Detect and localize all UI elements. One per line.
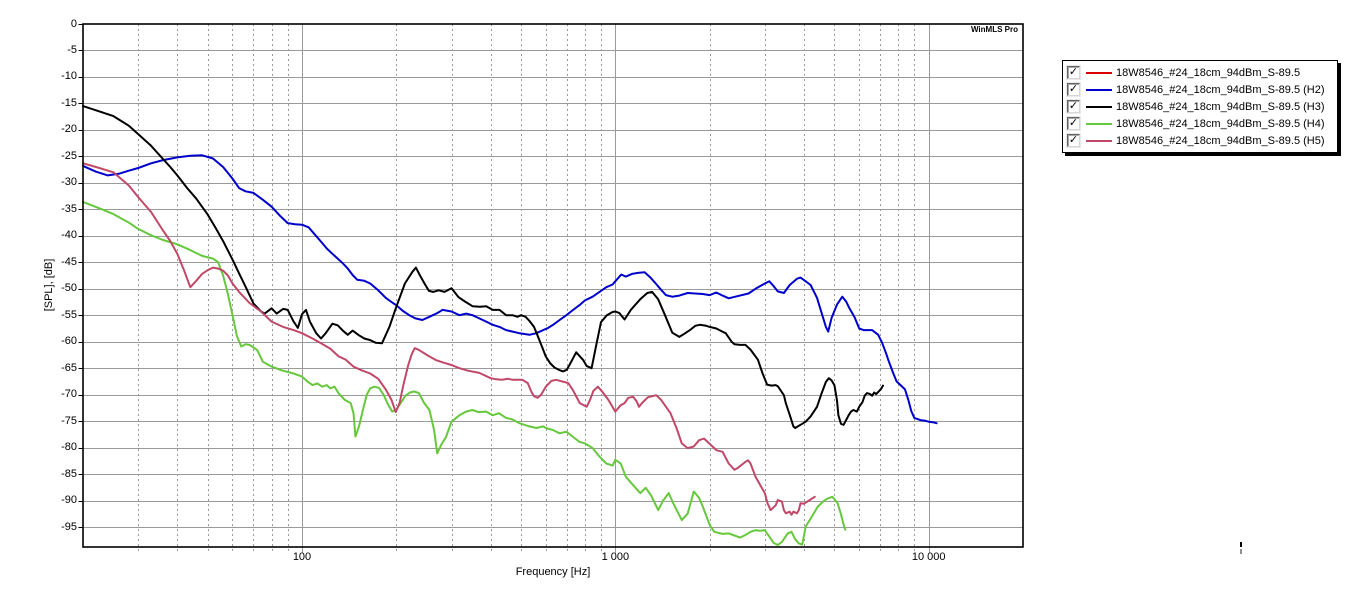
legend-checkbox-1[interactable]: ✓ xyxy=(1067,83,1080,96)
legend-color-line-2 xyxy=(1086,105,1112,108)
y-tick-label: -70 xyxy=(61,388,77,401)
spl-plot-area xyxy=(78,23,1024,553)
plot-border xyxy=(82,23,1024,548)
legend-label-3: 18W8546_#24_18cm_94dBm_S-89.5 (H4) xyxy=(1116,117,1325,130)
y-tick-label: -85 xyxy=(61,467,77,480)
y-tick-label: 0 xyxy=(70,17,77,30)
y-tick-label: -90 xyxy=(61,494,77,507)
x-tick-label: 10 000 xyxy=(911,551,946,563)
grid-lines xyxy=(83,24,1023,553)
x-axis-title: Frequency [Hz] xyxy=(515,566,591,578)
y-tick-label: -10 xyxy=(61,70,77,83)
legend-color-line-1 xyxy=(1086,88,1112,91)
curve-4 xyxy=(82,162,816,516)
y-tick-label: -15 xyxy=(61,96,77,109)
y-tick-label: -55 xyxy=(61,308,77,321)
x-tick-label: 100 xyxy=(292,551,312,563)
y-tick-label: -25 xyxy=(61,149,77,162)
legend-checkbox-4[interactable]: ✓ xyxy=(1067,134,1080,147)
y-tick-label: -50 xyxy=(61,282,77,295)
legend-label-0: 18W8546_#24_18cm_94dBm_S-89.5 xyxy=(1116,66,1301,79)
curve-1 xyxy=(82,154,938,425)
legend-row-0: ✓ 18W8546_#24_18cm_94dBm_S-89.5 xyxy=(1067,64,1333,81)
y-tick-label: -5 xyxy=(67,43,77,56)
legend-checkbox-0[interactable]: ✓ xyxy=(1067,66,1080,79)
legend-checkbox-2[interactable]: ✓ xyxy=(1067,100,1080,113)
legend-label-1: 18W8546_#24_18cm_94dBm_S-89.5 (H2) xyxy=(1116,83,1325,96)
resize-artifact-dark xyxy=(1240,542,1242,547)
y-tick-label: -95 xyxy=(61,520,77,533)
legend-color-line-0 xyxy=(1086,71,1112,74)
y-tick-label: -60 xyxy=(61,335,77,348)
legend-color-line-4 xyxy=(1086,139,1112,142)
legend-row-4: ✓ 18W8546_#24_18cm_94dBm_S-89.5 (H5) xyxy=(1067,132,1333,149)
legend-checkbox-3[interactable]: ✓ xyxy=(1067,117,1080,130)
y-tick-label: -20 xyxy=(61,123,77,136)
y-tick-label: -65 xyxy=(61,361,77,374)
y-axis-title: [SPL], [dB] xyxy=(43,258,55,312)
legend-label-2: 18W8546_#24_18cm_94dBm_S-89.5 (H3) xyxy=(1116,100,1325,113)
axis-ticks xyxy=(78,24,83,528)
curve-3 xyxy=(82,200,847,546)
winmls-pro-watermark: WinMLS Pro xyxy=(970,25,1018,34)
legend-row-1: ✓ 18W8546_#24_18cm_94dBm_S-89.5 (H2) xyxy=(1067,81,1333,98)
x-tick-label: 1 000 xyxy=(601,551,630,563)
legend-row-2: ✓ 18W8546_#24_18cm_94dBm_S-89.5 (H3) xyxy=(1067,98,1333,115)
y-tick-label: -35 xyxy=(61,202,77,215)
y-tick-label: -40 xyxy=(61,229,77,242)
resize-artifact-grey xyxy=(1240,549,1242,554)
legend-label-4: 18W8546_#24_18cm_94dBm_S-89.5 (H5) xyxy=(1116,134,1325,147)
y-tick-label: -30 xyxy=(61,176,77,189)
distortion-curves xyxy=(82,105,938,546)
curve-legend: ✓ 18W8546_#24_18cm_94dBm_S-89.5 ✓ 18W8546_#… xyxy=(1062,60,1338,153)
y-tick-label: -75 xyxy=(61,414,77,427)
legend-row-3: ✓ 18W8546_#24_18cm_94dBm_S-89.5 (H4) xyxy=(1067,115,1333,132)
y-tick-label: -80 xyxy=(61,441,77,454)
y-tick-label: -45 xyxy=(61,255,77,268)
curve-2 xyxy=(82,105,884,429)
legend-color-line-3 xyxy=(1086,122,1112,125)
